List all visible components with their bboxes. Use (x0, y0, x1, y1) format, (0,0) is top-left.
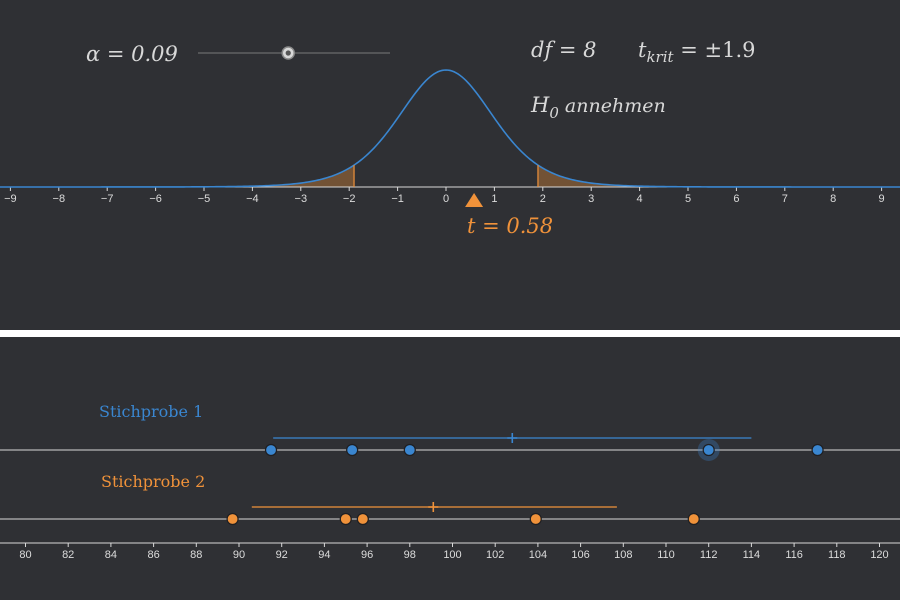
t-axis-tick-label: 9 (879, 193, 885, 205)
value-axis-tick-label: 118 (828, 549, 846, 561)
t-axis-tick-label: −7 (101, 193, 114, 205)
value-axis-tick-label: 94 (318, 549, 330, 561)
sample-2-point[interactable] (339, 512, 352, 526)
critical-value-lines (353, 165, 539, 187)
t-axis-tick-label: 2 (540, 193, 546, 205)
sample-1-point[interactable] (702, 443, 715, 457)
t-axis-tick-label: −8 (53, 193, 66, 205)
value-axis-tick-label: 88 (190, 549, 202, 561)
t-value-label: t = 0.58 (467, 214, 553, 238)
sample-1-point[interactable] (811, 443, 824, 457)
panel-divider (0, 330, 900, 337)
alpha-slider-handle-center (285, 50, 291, 56)
sample-points (226, 433, 824, 526)
sample-2-label: Stichprobe 2 (101, 472, 205, 491)
sample-1-label: Stichprobe 1 (99, 402, 203, 421)
value-axis-tick-label: 80 (19, 549, 31, 561)
decision-symbol: H (530, 93, 550, 117)
value-axis-tick-label: 86 (147, 549, 159, 561)
value-axis-tick-label: 98 (404, 549, 416, 561)
value-axis-tick-label: 104 (529, 549, 547, 561)
sample-2-series (226, 502, 700, 526)
tkrit-subscript: krit (646, 48, 674, 66)
sample-2-point[interactable] (226, 512, 239, 526)
value-axis-tick-label: 90 (233, 549, 245, 561)
tkrit-symbol: t (638, 38, 647, 62)
sample-1-point[interactable] (403, 443, 416, 457)
t-axis-tick-label: 6 (733, 193, 739, 205)
value-axis-tick-label: 84 (105, 549, 117, 561)
sample-1-point[interactable] (264, 443, 278, 457)
sample-2-point[interactable] (529, 512, 542, 526)
alpha-label: α = 0.09 (86, 42, 178, 66)
tkrit-value: = ±1.9 (674, 38, 756, 62)
value-axis-tick-label: 96 (361, 549, 373, 561)
t-axis-tick-label: −3 (295, 193, 308, 205)
rejection-regions (0, 165, 897, 187)
decision-subscript: 0 (549, 104, 559, 122)
t-value-marker[interactable] (465, 193, 484, 207)
rejection-region-left (0, 165, 355, 187)
sample-1-series (264, 433, 824, 461)
t-axis-tick-label: 5 (685, 193, 691, 205)
value-axis-tick-label: 112 (700, 549, 718, 561)
t-axis-tick-label: 3 (588, 193, 594, 205)
value-axis-tick-label: 110 (657, 549, 675, 561)
sample-2-point[interactable] (687, 512, 700, 526)
t-axis-tick-label: 4 (637, 193, 643, 205)
value-axis-tick-label: 102 (486, 549, 504, 561)
t-density-curve (0, 69, 900, 188)
t-axis-ticks: −9 −8 −7 −6 −5 −4 −3 −2 −1 0 1 2 3 4 5 6 7 8 9 (4, 187, 885, 205)
t-axis-tick-label: −4 (246, 193, 259, 205)
t-axis-tick-label: 8 (830, 193, 836, 205)
tkrit-label: tkrit = ±1.9 (638, 38, 756, 66)
t-axis-tick-label: −1 (391, 193, 404, 205)
decision-text: annehmen (559, 95, 666, 117)
rejection-region-right (537, 165, 897, 187)
sample-1-point[interactable] (346, 443, 359, 457)
t-axis-tick-label: −2 (343, 193, 356, 205)
value-axis-tick-label: 114 (743, 549, 761, 561)
t-axis-tick-label: 7 (782, 193, 788, 205)
value-axis-tick-label: 116 (785, 549, 803, 561)
t-axis-tick-label: −5 (198, 193, 211, 205)
value-axis-tick-label: 120 (870, 549, 888, 561)
t-axis-tick-label: 0 (443, 193, 449, 205)
value-axis-tick-label: 92 (276, 549, 288, 561)
value-axis-tick-label: 100 (443, 549, 461, 561)
t-axis-tick-label: 1 (491, 193, 497, 205)
t-distribution-panel: α = 0.09 df = 8 tkrit = ±1.9 H0 annehmen… (0, 38, 900, 238)
value-axis-tick-label: 108 (614, 549, 632, 561)
value-axis-tick-label: 82 (62, 549, 74, 561)
value-axis-ticks: 80 82 84 86 88 90 92 94 96 98 100 102 104 106 108 110 11… (19, 543, 889, 561)
t-axis-tick-label: −6 (149, 193, 162, 205)
decision-label: H0 annehmen (530, 93, 666, 122)
samples-panel: Stichprobe 1 Stichprobe 2 80 82 84 86 88 90 92… (0, 402, 900, 561)
df-label: df = 8 (531, 38, 597, 62)
sample-2-point[interactable] (356, 512, 369, 526)
value-axis-tick-label: 106 (571, 549, 589, 561)
t-axis-tick-label: −9 (4, 193, 17, 205)
